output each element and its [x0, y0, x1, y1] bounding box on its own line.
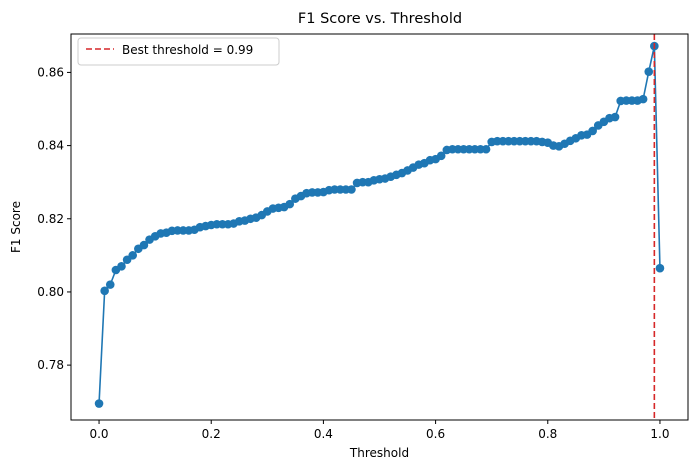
x-tick-label: 1.0: [650, 427, 669, 441]
data-point: [105, 280, 115, 289]
legend-label: Best threshold = 0.99: [122, 43, 253, 57]
y-axis-label: F1 Score: [9, 201, 23, 253]
data-point: [117, 262, 126, 271]
y-axis: 0.78 0.80 0.82 0.84 0.86: [37, 65, 71, 372]
y-tick-label: 0.82: [37, 212, 64, 226]
data-point: [436, 151, 446, 161]
axes-frame: [70, 33, 689, 421]
x-tick-label: 0.6: [426, 427, 445, 441]
data-point: [94, 399, 104, 408]
y-tick-label: 0.78: [37, 358, 64, 372]
data-point: [588, 126, 597, 136]
x-axis: 0.0 0.2 0.4 0.6 0.8 1.0: [89, 420, 670, 441]
data-point: [128, 251, 137, 260]
x-axis-label: Threshold: [349, 446, 409, 460]
y-tick-label: 0.80: [37, 285, 64, 299]
x-tick-label: 0.4: [314, 427, 333, 441]
data-point: [139, 240, 149, 250]
x-tick-label: 0.8: [538, 427, 557, 441]
legend-box: [77, 37, 280, 66]
y-tick-label: 0.86: [37, 65, 64, 79]
data-point: [285, 199, 295, 209]
data-point: [644, 67, 654, 76]
x-tick-label: 0.2: [202, 427, 221, 441]
data-point: [100, 286, 109, 296]
plot-area: [94, 34, 665, 420]
legend: Best threshold = 0.99: [77, 37, 280, 66]
x-tick-label: 0.0: [89, 427, 108, 441]
data-point: [347, 185, 356, 194]
data-point: [481, 144, 491, 154]
data-point: [610, 112, 620, 122]
y-tick-label: 0.84: [37, 139, 64, 153]
data-point: [655, 263, 665, 273]
data-point: [638, 94, 648, 104]
chart-title: F1 Score vs. Threshold: [298, 11, 462, 27]
